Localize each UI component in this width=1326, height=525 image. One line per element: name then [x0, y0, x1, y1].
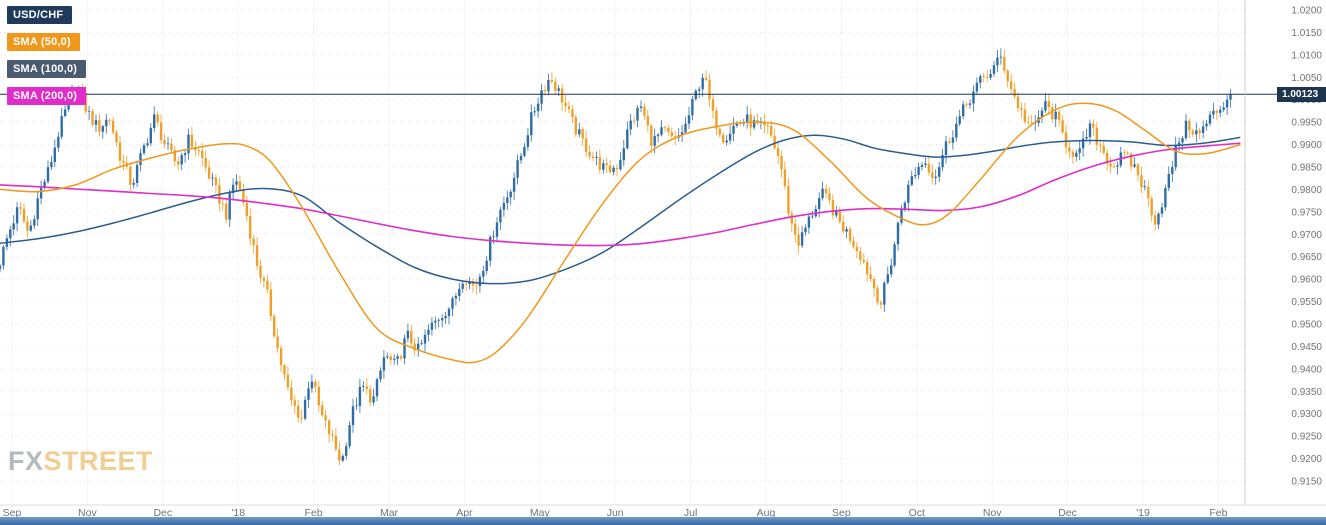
bottom-bar — [0, 517, 1326, 525]
y-axis-label: 0.9350 — [1291, 387, 1322, 398]
x-axis-label: '18 — [231, 507, 245, 519]
x-axis-label: Oct — [909, 507, 925, 519]
sma50-line — [0, 102, 1241, 364]
y-axis-label: 0.9850 — [1291, 163, 1322, 174]
watermark-street: STREET — [43, 446, 154, 476]
y-axis-label: 0.9150 — [1291, 477, 1322, 488]
sma200-line — [0, 142, 1241, 247]
series — [0, 48, 1277, 466]
legend-pair-badge[interactable]: USD/CHF — [7, 6, 73, 24]
x-axis-label: '19 — [1136, 507, 1150, 519]
y-axis-label: 1.0100 — [1291, 50, 1322, 61]
y-axis-label: 1.0050 — [1291, 73, 1322, 84]
x-axis-label: Feb — [1209, 507, 1227, 519]
y-axis-label: 0.9450 — [1291, 342, 1322, 353]
x-axis-label: Dec — [153, 507, 172, 519]
y-axis-label: 0.9700 — [1291, 230, 1322, 241]
y-axis-label: 0.9400 — [1291, 364, 1322, 375]
grid — [0, 0, 1245, 505]
down-candle-bodies — [19, 56, 1218, 461]
legend-sma50-badge[interactable]: SMA (50,0) — [7, 33, 80, 51]
x-axis-label: Feb — [305, 507, 323, 519]
x-axis-label: Sep — [3, 507, 22, 519]
x-axis-label: Nov — [78, 507, 97, 519]
x-axis-label: Jun — [607, 507, 624, 519]
down-candle-wicks — [20, 49, 1218, 466]
y-axis-label: 0.9900 — [1291, 140, 1322, 151]
legend-sma200-badge[interactable]: SMA (200,0) — [7, 87, 87, 105]
fxstreet-watermark: FXSTREET — [8, 446, 153, 477]
legend-sma100-badge[interactable]: SMA (100,0) — [7, 60, 87, 78]
sma100-line — [0, 134, 1241, 285]
y-axis-label: 0.9650 — [1291, 252, 1322, 263]
y-axis-label: 0.9950 — [1291, 118, 1322, 129]
y-axis-label: 0.9500 — [1291, 320, 1322, 331]
x-axis-label: Nov — [983, 507, 1002, 519]
y-axis-label: 0.9250 — [1291, 432, 1322, 443]
y-axis-label: 0.9300 — [1291, 409, 1322, 420]
x-axis-label: Apr — [456, 507, 473, 519]
current-price-badge: 1.00123 — [1277, 86, 1326, 102]
y-axis-label: 0.9550 — [1291, 297, 1322, 308]
y-axis-label: 1.0200 — [1291, 6, 1322, 17]
watermark-fx: FX — [8, 446, 44, 476]
x-axis-label: Dec — [1058, 507, 1077, 519]
x-axis-label: May — [530, 507, 551, 519]
y-axis-label: 0.9200 — [1291, 454, 1322, 465]
y-axis-label: 1.0150 — [1291, 28, 1322, 39]
x-axis-label: Aug — [757, 507, 776, 519]
y-axis-label: 0.9750 — [1291, 207, 1322, 218]
x-axis-label: Mar — [380, 507, 399, 519]
x-axis-label: Jul — [684, 507, 697, 519]
y-axis-label: 0.9800 — [1291, 185, 1322, 196]
x-axis-label: Sep — [832, 507, 851, 519]
y-axis-label: 0.9600 — [1291, 275, 1322, 286]
chart-legend: USD/CHF SMA (50,0) SMA (100,0) SMA (200,… — [7, 6, 87, 105]
